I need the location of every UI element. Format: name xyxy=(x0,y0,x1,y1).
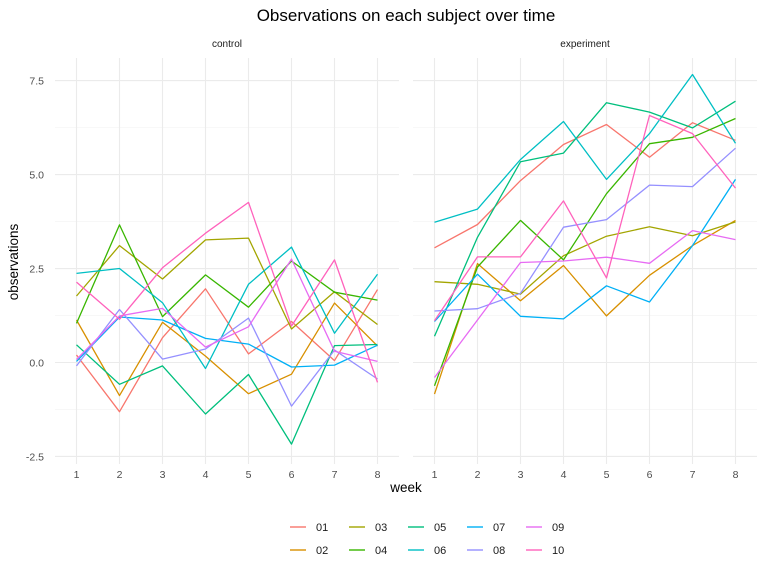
legend-item-10: 10 xyxy=(526,545,564,557)
legend-item-01: 01 xyxy=(290,522,328,534)
legend-label: 02 xyxy=(316,545,328,557)
y-tick-label: 5.0 xyxy=(29,170,44,182)
series-line-control-03 xyxy=(76,237,378,330)
x-tick-label: 1 xyxy=(432,469,438,481)
legend-item-07: 07 xyxy=(467,522,505,534)
x-tick-label: 2 xyxy=(117,469,123,481)
legend-label: 03 xyxy=(375,522,387,534)
x-tick-label: 3 xyxy=(518,469,524,481)
x-tick-label: 7 xyxy=(332,469,338,481)
series-line-control-06 xyxy=(76,246,379,370)
legend-item-09: 09 xyxy=(526,522,564,534)
legend-item-04: 04 xyxy=(349,545,387,557)
series-line-experiment-09 xyxy=(433,229,736,378)
series-line-experiment-05 xyxy=(433,100,736,337)
facet-label-control: control xyxy=(212,39,242,50)
series-line-experiment-08 xyxy=(434,147,736,312)
legend-label: 05 xyxy=(434,522,446,534)
y-axis-title: observations xyxy=(6,223,21,300)
y-tick-label: -2.5 xyxy=(26,451,44,463)
legend-label: 08 xyxy=(493,545,505,557)
chart-title: Observations on each subject over time xyxy=(257,6,556,25)
series-line-experiment-04 xyxy=(433,117,736,387)
panels-layer: control 1 2 3 4 5 6 7 8 -2.5 0.0 2.5 5.0 7.5 experimen… xyxy=(26,39,757,481)
series-line-control-09 xyxy=(76,258,378,363)
y-tick-label: 7.5 xyxy=(29,76,44,88)
legend: 01 02 03 04 05 06 07 08 09 10 xyxy=(290,522,564,557)
series-line-experiment-01 xyxy=(434,122,736,249)
legend-item-06: 06 xyxy=(408,545,446,557)
x-tick-label: 1 xyxy=(74,469,80,481)
x-tick-label: 4 xyxy=(561,469,567,481)
x-tick-label: 5 xyxy=(604,469,610,481)
series-line-experiment-07 xyxy=(434,179,737,322)
legend-label: 09 xyxy=(552,522,564,534)
y-tick-label: 0.0 xyxy=(29,358,44,370)
x-tick-label: 8 xyxy=(733,469,739,481)
legend-label: 06 xyxy=(434,545,446,557)
x-tick-label: 3 xyxy=(160,469,166,481)
x-tick-label: 5 xyxy=(246,469,252,481)
panel-experiment: experiment 1 2 3 4 5 6 7 8 xyxy=(413,39,757,481)
series-line-control-01 xyxy=(75,288,379,413)
series-line-experiment-10 xyxy=(433,114,737,322)
legend-label: 10 xyxy=(552,545,564,557)
legend-item-05: 05 xyxy=(408,522,446,534)
facet-label-experiment: experiment xyxy=(560,39,610,50)
x-tick-label: 6 xyxy=(289,469,295,481)
x-tick-label: 2 xyxy=(475,469,481,481)
series-line-experiment-06 xyxy=(434,73,737,223)
series-line-experiment-03 xyxy=(434,221,736,295)
panel-control: control 1 2 3 4 5 6 7 8 -2.5 0.0 2.5 5.0 7.5 xyxy=(26,39,399,481)
legend-item-02: 02 xyxy=(290,545,328,557)
x-tick-label: 8 xyxy=(375,469,381,481)
legend-item-03: 03 xyxy=(349,522,387,534)
series-line-control-04 xyxy=(75,224,378,324)
x-tick-label: 4 xyxy=(203,469,209,481)
legend-label: 04 xyxy=(375,545,387,557)
x-tick-label: 7 xyxy=(690,469,696,481)
y-tick-label: 2.5 xyxy=(29,264,44,276)
series-line-control-05 xyxy=(76,343,378,445)
series-line-control-10 xyxy=(76,201,379,383)
legend-label: 07 xyxy=(493,522,505,534)
legend-item-08: 08 xyxy=(467,545,505,557)
legend-label: 01 xyxy=(316,522,328,534)
series-line-control-02 xyxy=(75,302,378,397)
series-line-control-08 xyxy=(75,308,378,407)
x-tick-label: 6 xyxy=(647,469,653,481)
x-axis-title: week xyxy=(389,480,422,495)
series-line-experiment-02 xyxy=(433,219,736,395)
